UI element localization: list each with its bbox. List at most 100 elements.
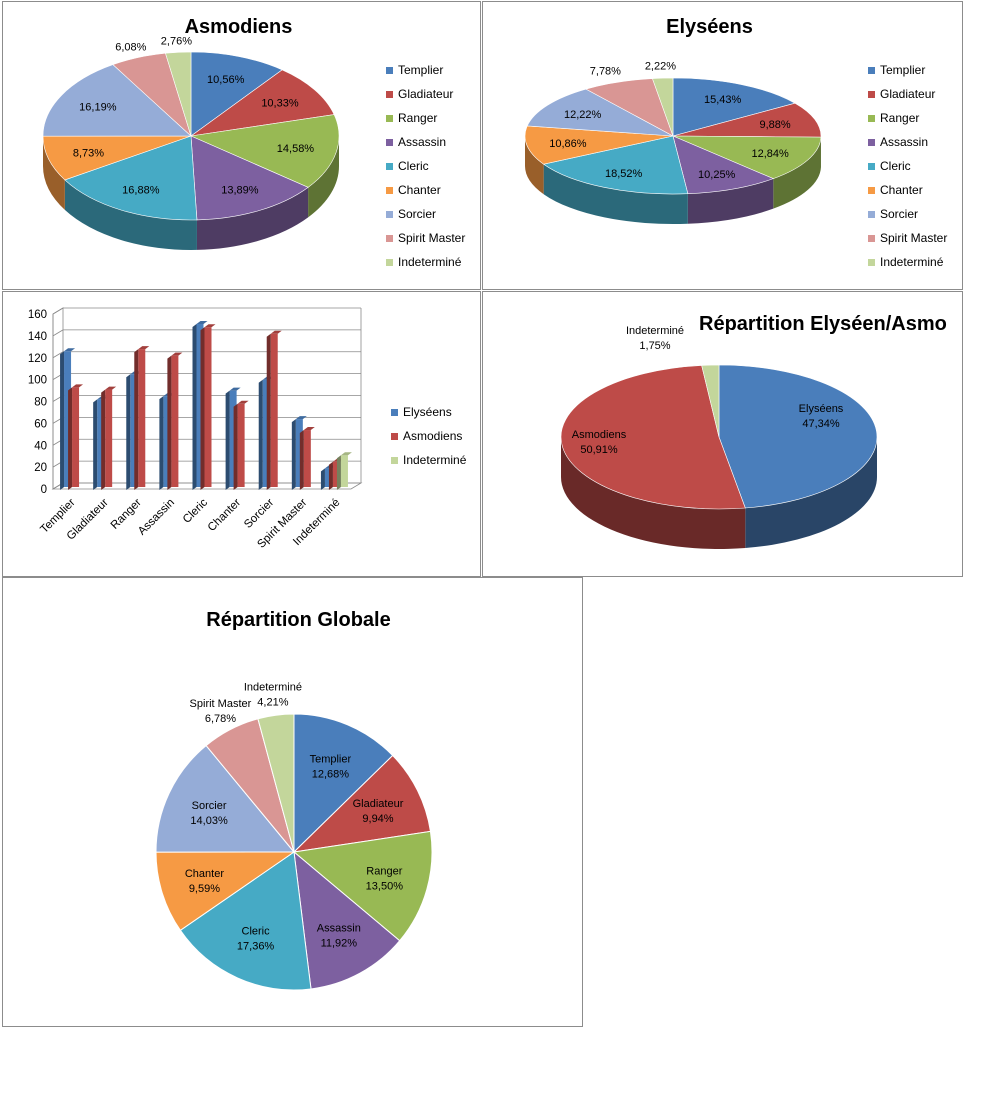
asmo-slice-templier [190,51,283,137]
bar-grid-side-line [52,351,64,359]
faction-pie-top-group [560,364,878,510]
asmo-slice-templier-value-label: 10,56% [207,74,245,86]
asmodiens-legend-label: Sorcier [398,207,437,221]
rep-slice-asmodiens [560,365,746,510]
bar-x-tick-label-cleric: Cleric [181,496,210,525]
elyseens-legend: Templier Gladiateur Ranger Assassin Cleric Ch… [868,58,947,274]
glob-slice-chanter-name-label: Chanter [185,868,224,880]
elyseens-legend-label: Ranger [880,111,920,125]
bar-y-tick-label: 60 [34,418,47,430]
ely-slice-gladiateur-value-label: 9,88% [759,119,790,131]
bar-gladiateur-asmodiens-front [105,389,113,487]
asmodiens-pie-svg: 10,56% 10,33% 14,58% 13,89% 16,88% 8,73% 16,19… [42,36,340,251]
asmodiens-legend-swatch [386,90,393,98]
faction-split-pie-svg: Elyséens 47,34% Asmodiens 50,91% Indeterminé… [560,325,878,549]
asmodiens-legend-label: Chanter [398,183,441,197]
bar-sorcier-asmodiens-front [270,333,278,487]
elyseens-legend-label: Chanter [880,183,923,197]
asmodiens-legend-swatch [386,186,393,194]
elyseens-legend-item-assassin: Assassin [868,130,947,154]
ely-slice-assassin-side [687,178,774,224]
bar-cleric-asmodiens-side [200,327,205,490]
asmo-slice-sorcier-value-label: 16,19% [79,102,117,114]
bar-chanter-asmodiens [233,400,249,490]
rep-slice-asmodiens-side [561,437,746,549]
glob-slice-templier-name-label: Templier [310,754,352,766]
rep-slice-asmodiens-name-label: Asmodiens [572,429,627,441]
bar-grid-side-line [52,329,64,337]
bar-legend-label: Elyséens [403,405,452,419]
bar-indetermine-elyseens-front [324,468,332,487]
bar-sorcier-elyseens-front [262,379,270,487]
bar-y-tick-label: 140 [28,331,47,343]
bar-ranger-elyseens-side [126,374,131,490]
bar-templier-elyseens-front [64,351,72,487]
elyseens-legend-label: Spirit Master [880,231,948,245]
bar-cleric-asmodiens-top [204,324,216,328]
bar-spirit-master-asmodiens-front [303,430,311,487]
rep-slice-elyseens-value-label: 47,34% [802,418,840,430]
elyseens-pie-svg: 15,43% 9,88% 12,84% 10,25% 18,52% 10,86% 12,22… [524,60,822,224]
bar-cleric-elyseens-front [196,323,204,487]
pie-label-group: 15,43% 9,88% 12,84% 10,25% 18,52% 10,86% 12,22… [549,60,791,181]
glob-slice-assassin-name-label: Assassin [317,922,361,934]
elyseens-legend-label: Templier [880,63,926,77]
glob-slice-indetermine [257,713,295,853]
asmodiens-legend-item-cleric: Cleric [386,154,465,178]
bar-cleric-elyseens [192,320,208,490]
bar-templier-asmodiens-side [68,387,73,490]
asmodiens-legend-item-indetermine: Indeterminé [386,250,465,274]
bar-indetermine-asmodiens-side [328,461,333,490]
class-count-bar-svg: 020406080100120140160TemplierGladiateurR… [28,307,363,551]
rep-slice-indetermine [701,364,720,438]
elyseens-legend-item-templier: Templier [868,58,947,82]
pie-top-group [524,77,822,195]
asmodiens-legend-item-sorcier: Sorcier [386,202,465,226]
faction-pie-side-group [561,437,877,549]
faction-pie-label-group: Elyséens 47,34% Asmodiens 50,91% Indeterminé… [572,325,844,456]
glob-slice-gladiateur-value-label: 9,94% [362,813,393,825]
asmodiens-legend-label: Templier [398,63,444,77]
bar-legend-item-indetermine: Indeterminé [391,448,466,472]
bar-legend-swatch [391,408,398,416]
elyseens-legend-swatch [868,138,875,146]
asmo-slice-ranger-value-label: 14,58% [277,143,315,155]
faction-split-title: Répartition Elyséen/Asmo [699,313,947,335]
asmodiens-legend: Templier Gladiateur Ranger Assassin Cleric Ch… [386,58,465,274]
asmodiens-legend-item-ranger: Ranger [386,106,465,130]
global-split-pie-svg: Templier 12,68% Gladiateur 9,94% Ranger 13,50… [155,681,433,991]
asmodiens-legend-item-chanter: Chanter [386,178,465,202]
glob-slice-spirit-master-value-label: 6,78% [205,713,236,725]
global-split-panel: Templier 12,68% Gladiateur 9,94% Ranger 13,50… [2,577,583,1027]
asmodiens-legend-swatch [386,162,393,170]
elyseens-legend-item-spirit-master: Spirit Master [868,226,947,250]
ely-slice-ranger-value-label: 12,84% [752,148,790,160]
asmodiens-legend-swatch [386,258,393,266]
asmo-slice-cleric-value-label: 16,88% [122,184,160,196]
elyseens-legend-swatch [868,186,875,194]
class-count-bar-panel: 0 20 40 60 80 100 120 140 160 Templier Gladiateur R… [2,291,481,577]
asmo-slice-chanter-side [43,136,65,210]
elyseens-legend-item-indetermine: Indeterminé [868,250,947,274]
bar-y-tick-label: 40 [34,440,47,452]
elyseens-legend-swatch [868,114,875,122]
bar-legend-label: Indeterminé [403,453,467,467]
elyseens-legend-item-gladiateur: Gladiateur [868,82,947,106]
glob-slice-ranger-name-label: Ranger [366,865,402,877]
faction-split-panel: Elyséens 47,34% Asmodiens 50,91% Indeterminé… [482,291,963,577]
bar-y-tick-label: 160 [28,309,47,321]
ely-slice-ranger-side [773,137,821,209]
bar-spirit-master-elyseens [291,416,307,490]
asmodiens-legend-swatch [386,114,393,122]
elyseens-legend-item-chanter: Chanter [868,178,947,202]
bar-spirit-master-elyseens-top [295,416,307,420]
ely-slice-spirit-master-value-label: 7,78% [590,65,621,77]
bar-x-tick-label-assassin: Assassin [136,497,177,538]
elyseens-legend-item-ranger: Ranger [868,106,947,130]
bar-templier-asmodiens-top [72,384,84,388]
pie-top-group [42,51,340,221]
asmodiens-legend-swatch [386,138,393,146]
bar-chanter-elyseens-side [225,390,230,490]
bar-x-tick-label-chanter: Chanter [206,497,244,535]
elyseens-legend-label: Gladiateur [880,87,936,101]
